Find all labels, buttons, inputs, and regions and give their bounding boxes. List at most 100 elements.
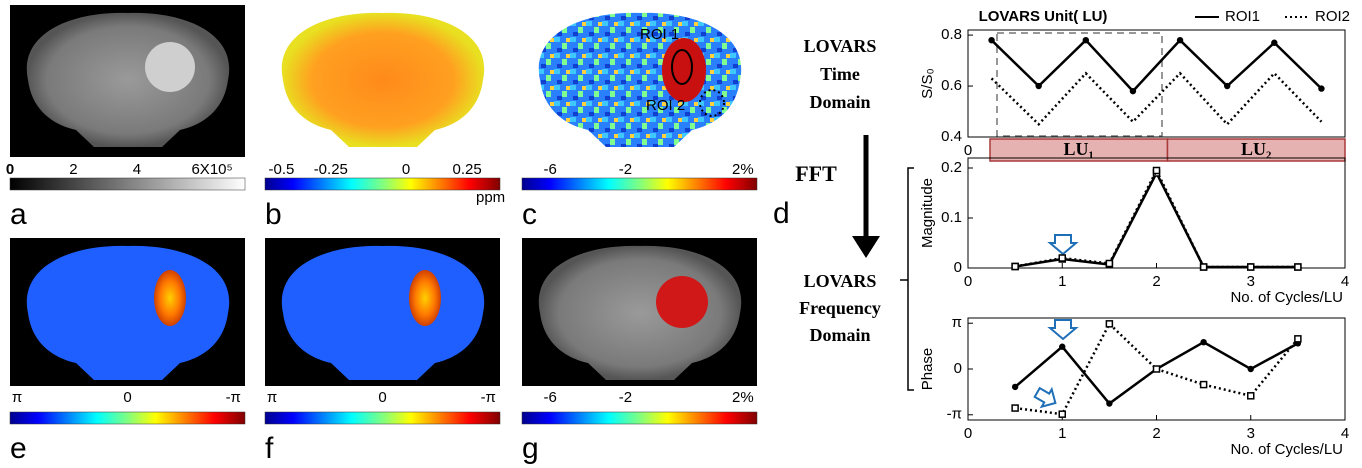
x-tick-label: 1 [1058,273,1066,290]
point [1199,263,1208,271]
y-axis-label: S/S₀ [919,68,936,98]
panel-letter: e [10,432,27,465]
arrow-marker [1047,319,1079,341]
image-c [538,12,742,147]
point [1318,85,1325,92]
arrow-marker [1047,234,1079,256]
y-tick-label: 0.6 [941,77,962,94]
legend-label: ROI2 [1315,8,1350,25]
colorbar-label: 0 [123,389,131,406]
colorbar [521,411,758,425]
lesion [409,270,441,326]
x-axis-label: No. of Cycles/LU [1230,289,1343,306]
series-line [1014,170,1298,269]
point [1105,259,1114,268]
time-domain-label: Domain [809,92,870,112]
point [1152,166,1161,175]
point [1152,365,1161,373]
arrow-marker [1033,386,1057,409]
point [1129,87,1137,95]
colorbar-label: -6 [544,389,557,406]
panel-letter: b [265,198,282,231]
image-f [265,238,500,386]
lesion [662,38,706,102]
x-tick-label: 1 [1058,425,1066,442]
colorbar-label: ppm [476,189,505,206]
colorbar-label: -6 [544,161,557,178]
point [1011,262,1019,271]
colorbar-label: 0 [6,161,14,178]
colorbar-label: 0.25 [452,161,481,178]
frequency-domain-label: Domain [809,325,870,345]
colorbar-label: 0 [378,389,386,406]
x-axis-label: No. of Cycles/LU [1230,441,1343,458]
point [1011,383,1019,391]
lu-label: LU₂ [1241,139,1271,159]
frequency-domain-label: LOVARS [804,271,877,291]
image-g [522,238,757,386]
lu-box [996,32,1163,137]
colorbar-label: -0.25 [314,161,348,178]
legend-label: ROI1 [1225,8,1260,25]
diagram: FFT [795,32,1163,409]
colorbar [9,177,246,191]
roi2-outline [699,89,725,117]
panel-letter: c [522,198,537,231]
plot-frame [967,29,1346,138]
point [1199,380,1208,389]
colorbar-label: -π [226,389,241,406]
colorbar [264,177,501,191]
panel-letter: d [773,197,790,230]
point [1223,82,1231,90]
x-tick-label: 3 [1247,425,1255,442]
lu-label: LU₁ [1064,139,1094,159]
colorbar-label: -0.5 [269,161,295,178]
frequency-domain-label: Frequency [799,298,881,318]
point [1105,320,1114,328]
image-a [10,5,245,157]
point [1200,338,1207,346]
colorbar-label: 0 [402,161,410,178]
x-tick-label: 0 [964,425,972,442]
lu-segment [1166,138,1346,162]
colorbar-label: π [267,389,277,406]
chart-title: LOVARS Unit( LU) [979,8,1108,25]
x-tick-label: 4 [1341,425,1349,442]
panel-letter: f [265,432,274,465]
point [1247,392,1255,400]
colorbar [9,411,246,425]
panel-letter: a [10,198,27,231]
y-tick-label: 0.8 [941,26,962,43]
series-line [1014,340,1299,406]
x-tick-label: 3 [1247,273,1255,290]
series-line [1014,167,1298,269]
point [1011,404,1019,412]
y-tick-label: 0 [954,259,962,276]
colorbar-label: -π [481,389,496,406]
point [1035,82,1042,90]
x-tick-label: 2 [1152,425,1160,442]
point [1271,39,1278,46]
colorbar-label: 6X10⁵ [191,161,232,178]
point [1106,400,1113,407]
brain [281,12,485,147]
y-tick-label: -π [947,406,962,423]
lesion [656,276,708,328]
y-tick-label: 0.2 [941,159,962,176]
series-line [990,38,1323,93]
x-tick-label: 2 [1152,273,1160,290]
y-tick-label: 0 [954,360,962,377]
lesion [145,42,195,92]
colorbar-label: -2 [619,161,632,178]
point [1247,263,1255,271]
arrow-head [852,236,880,258]
y-axis-label: Magnitude [919,178,936,248]
y-tick-label: π [952,314,962,331]
roi-label: ROI 2 [646,97,685,114]
colorbar-label: 2 [69,161,77,178]
colorbar [521,177,758,191]
y-tick-label: 0.4 [941,128,962,145]
colorbar-label: π [12,389,22,406]
